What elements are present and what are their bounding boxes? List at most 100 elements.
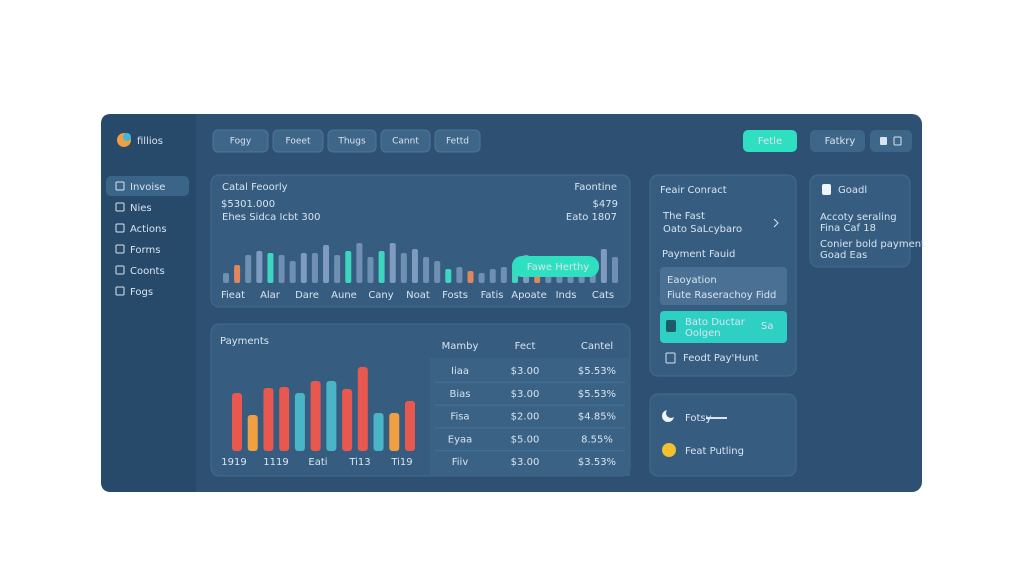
bar [294,393,305,451]
side-amount: $479 [593,199,618,210]
nav-item[interactable]: Forms [130,245,160,256]
status-icon [662,443,676,457]
bar [289,261,296,283]
bar [423,257,430,283]
nav-item[interactable]: Fogs [130,287,153,298]
bar [367,257,374,283]
bar [478,273,485,283]
nav-item[interactable]: Invoise [130,182,165,193]
option-box[interactable] [660,267,787,305]
toolbar-button[interactable] [434,129,481,153]
option-title: Eaoyation [667,275,717,286]
icon [893,136,902,146]
bar [500,267,507,283]
bar [323,245,330,283]
bar [356,243,363,283]
bar [345,251,352,283]
table-cell: Iiaa [451,366,469,377]
bar [300,253,307,283]
contract-footer: Feodt Pay'Hunt [683,353,758,364]
x-tick-label: Cats [592,290,614,301]
x-tick-label: Fatis [481,290,504,301]
primary-button-label: Fetle [758,136,782,147]
primary-button[interactable] [743,130,797,152]
bar [600,249,607,283]
contract-line: The Fast [662,211,705,222]
payments-title: Payments [220,336,269,347]
icon [880,137,887,145]
table-header: Mamby [442,341,479,352]
x-tick-label: Fieat [221,290,245,301]
overview-button[interactable] [512,256,599,277]
brand: fillios [137,136,163,147]
secondary-button[interactable] [810,130,865,152]
x-tick-label: Noat [406,290,430,301]
table-cell: $3.00 [511,389,540,400]
toolbar-label: Cannt [392,137,419,147]
logo-icon-accent [123,133,131,141]
nav-item[interactable]: Actions [130,224,167,235]
goal-card [809,174,911,268]
icon [666,320,676,332]
moon-icon-cut [666,408,676,418]
nav-active[interactable] [106,176,189,196]
x-tick-label: Aune [331,290,357,301]
toolbar-label: Thugs [337,137,366,147]
chevron[interactable] [773,218,779,228]
overview-note: Ehes Sidca Icbt 300 [222,212,320,223]
bar [612,257,618,283]
overview-button-label: Fawe Herthy [527,262,590,273]
bar [311,253,318,283]
table-cell: $4.85% [578,412,616,423]
table-header: Cantel [581,341,613,352]
option-active[interactable] [660,311,787,343]
bar [279,387,290,451]
status-card [649,393,797,477]
bar [247,415,258,451]
status-item: Feat Putling [685,446,744,457]
bar [357,367,368,451]
option-active-tag: Sa [761,321,773,332]
bar [256,251,263,283]
option-note: Fiute Raserachoy Fidd [667,290,776,301]
icon-button[interactable] [870,130,912,152]
toolbar-button[interactable] [380,129,431,153]
x-tick-label: 1919 [221,457,246,468]
nav-icon [115,244,125,254]
bar [267,253,274,283]
payments-table [430,358,630,476]
toolbar-label: Fogy [230,137,252,147]
option-active-note: Oolgen [685,328,721,339]
side-label: Faontine [574,182,617,193]
table-cell: $3.53% [578,457,616,468]
bar [223,273,229,283]
goal-line: Fina Caf 18 [820,223,876,234]
bar [456,267,463,283]
toolbar-label: Fettd [446,137,469,147]
x-tick-label: Eati [308,457,327,468]
toolbar-button[interactable] [327,129,377,153]
bar [310,381,321,451]
bar [389,413,400,451]
table-cell: $3.00 [511,457,540,468]
nav-item[interactable]: Nies [130,203,152,214]
bar [405,401,415,451]
bar [245,255,252,283]
x-tick-label: Cany [368,290,393,301]
bar [445,269,452,283]
contract-title: Feair Conract [660,185,727,196]
table-header: Fect [515,341,536,352]
goal-icon [822,184,831,195]
contract-section: Payment Fauid [662,249,735,260]
bar [378,251,385,283]
toolbar-button[interactable] [272,129,324,153]
x-tick-label: Alar [260,290,281,301]
nav-icon [115,265,125,275]
goal-title: Goadl [838,185,867,196]
toolbar-button[interactable] [212,129,269,153]
table-cell: $3.00 [511,366,540,377]
table-cell: Bias [450,389,471,400]
bar [232,393,242,451]
nav-item[interactable]: Coonts [130,266,165,277]
